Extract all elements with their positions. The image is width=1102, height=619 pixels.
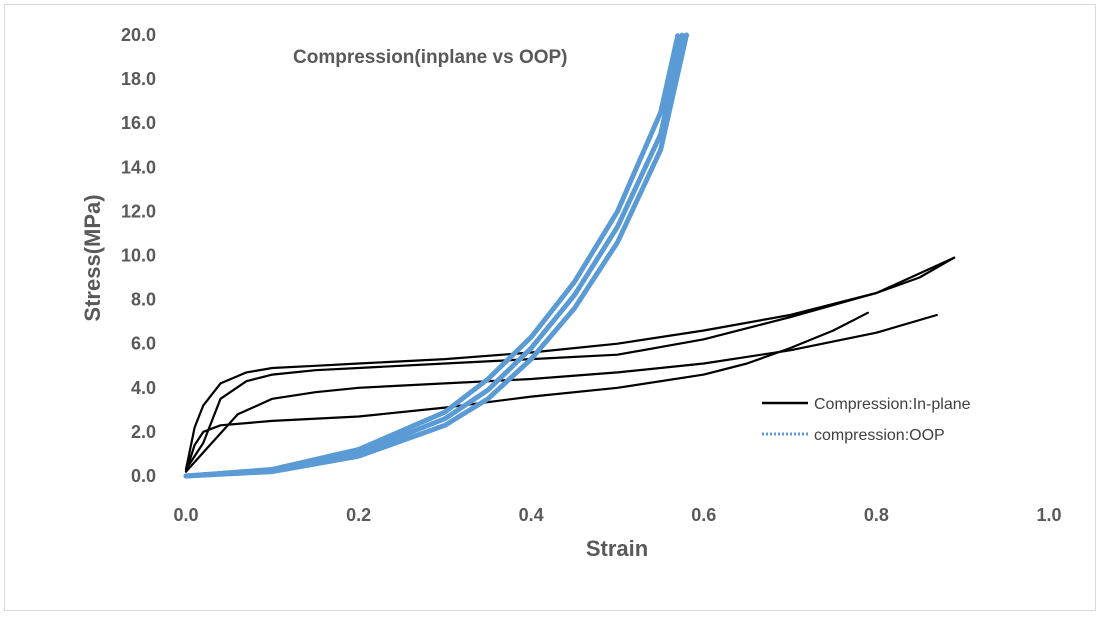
inplane-curve-2 — [184, 256, 956, 471]
x-tick-label: 0.6 — [691, 505, 716, 525]
y-tick-label: 16.0 — [121, 113, 156, 133]
y-tick-label: 2.0 — [131, 422, 156, 442]
y-tick-label: 12.0 — [121, 201, 156, 221]
y-tick-label: 18.0 — [121, 69, 156, 89]
legend: Compression:In-plane compression:OOP — [762, 396, 971, 444]
x-axis-ticks: 0.0 0.2 0.4 0.6 0.8 1.0 — [173, 505, 1061, 525]
chart-title: Compression(inplane vs OOP) — [293, 47, 568, 68]
legend-oop-label: compression:OOP — [814, 427, 945, 444]
y-axis-title: Stress(MPa) — [80, 194, 105, 321]
x-tick-label: 0.0 — [173, 505, 198, 525]
x-tick-label: 0.4 — [519, 505, 544, 525]
y-axis-ticks: 0.0 2.0 4.0 6.0 8.0 10.0 12.0 14.0 16.0 18.0 20.0 — [121, 25, 156, 486]
y-tick-label: 20.0 — [121, 25, 156, 45]
y-tick-label: 6.0 — [131, 334, 156, 354]
inplane-curve-3 — [184, 313, 938, 473]
y-tick-label: 4.0 — [131, 378, 156, 398]
y-tick-label: 0.0 — [131, 466, 156, 486]
y-tick-label: 10.0 — [121, 246, 156, 266]
chart-area — [4, 4, 1096, 611]
x-axis-title: Strain — [586, 536, 648, 561]
x-tick-label: 1.0 — [1036, 505, 1061, 525]
x-tick-label: 0.8 — [864, 505, 889, 525]
oop-curve-3 — [183, 32, 689, 479]
inplane-curve-4 — [184, 311, 869, 473]
x-tick-label: 0.2 — [346, 505, 371, 525]
legend-inplane-label: Compression:In-plane — [814, 396, 971, 413]
curves-layer — [183, 32, 956, 479]
y-tick-label: 14.0 — [121, 157, 156, 177]
y-tick-label: 8.0 — [131, 290, 156, 310]
